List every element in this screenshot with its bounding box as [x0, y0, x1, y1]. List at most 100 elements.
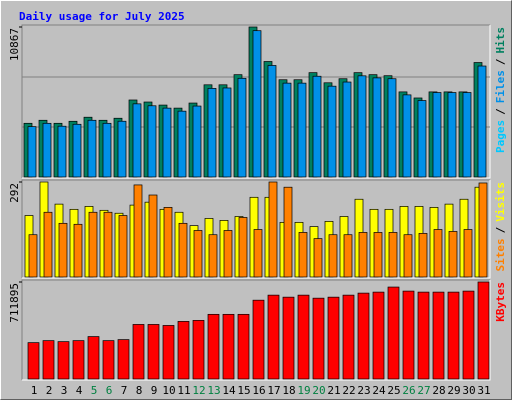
bar	[432, 92, 442, 178]
x-tick-label: 5	[91, 384, 98, 397]
x-tick-label: 29	[447, 384, 460, 397]
bar	[208, 234, 218, 278]
bar	[478, 182, 488, 278]
x-tick-label: 2	[46, 384, 53, 397]
bar	[327, 296, 340, 380]
bar	[417, 100, 427, 178]
x-tick-label: 20	[312, 384, 325, 397]
bar	[462, 92, 472, 178]
bar	[163, 207, 173, 278]
bar	[342, 294, 355, 380]
bar	[147, 324, 160, 380]
bar	[147, 105, 157, 178]
x-tick-label: 15	[237, 384, 250, 397]
bar	[222, 87, 232, 178]
bar	[447, 291, 460, 380]
panel-frame	[22, 180, 491, 279]
y-tick-label: 292	[8, 183, 21, 203]
legend-entry: Sites	[494, 238, 507, 271]
bar	[42, 340, 55, 380]
bar	[447, 92, 457, 178]
legend-entry: Hits	[494, 27, 507, 54]
bar	[477, 281, 490, 380]
x-tick-label: 24	[372, 384, 386, 397]
bar	[417, 291, 430, 380]
legend-entry: Pages	[494, 120, 507, 153]
x-tick-label: 28	[432, 384, 445, 397]
bar	[27, 126, 37, 178]
bar	[192, 105, 202, 178]
bar	[462, 290, 475, 380]
bar	[72, 340, 85, 380]
bar	[477, 65, 487, 178]
bar	[268, 181, 278, 278]
bar	[297, 294, 310, 380]
bar	[313, 238, 323, 278]
bar	[207, 313, 220, 380]
bar	[102, 340, 115, 380]
bar	[117, 120, 127, 178]
bar	[192, 320, 205, 380]
x-tick-label: 16	[252, 384, 265, 397]
bar	[282, 296, 295, 380]
x-tick-label: 1	[31, 384, 38, 397]
bar	[298, 232, 308, 278]
bar	[343, 234, 353, 278]
bar	[402, 290, 415, 380]
x-tick-label: 25	[387, 384, 400, 397]
bar	[177, 321, 190, 380]
separator: /	[494, 108, 507, 115]
bar	[253, 229, 263, 278]
bar	[223, 230, 233, 278]
bar	[387, 286, 400, 380]
bar	[418, 233, 428, 278]
bar	[388, 232, 398, 278]
bar	[448, 231, 458, 278]
bar	[58, 222, 68, 278]
legend-entry: Files	[494, 70, 507, 103]
x-tick-label: 4	[76, 384, 83, 397]
bar	[387, 78, 397, 178]
bar	[73, 223, 83, 278]
x-tick-label: 27	[417, 384, 430, 397]
y-tick-label: 711895	[8, 283, 21, 323]
x-tick-label: 13	[207, 384, 220, 397]
bar	[117, 339, 130, 380]
x-tick-label: 22	[342, 384, 355, 397]
chart-title: Daily usage for July 2025	[19, 10, 185, 23]
bar	[432, 291, 445, 380]
x-tick-label: 31	[477, 384, 490, 397]
bar	[178, 222, 188, 278]
bar	[267, 65, 277, 178]
axis-label: Pages / Files / Hits	[494, 27, 507, 153]
x-tick-label: 8	[136, 384, 143, 397]
bar	[57, 341, 70, 380]
bar	[222, 313, 235, 380]
x-tick-label: 17	[267, 384, 280, 397]
x-tick-label: 14	[222, 384, 236, 397]
legend-entry: KBytes	[494, 282, 507, 322]
bar	[312, 75, 322, 178]
bar	[283, 186, 293, 278]
bar	[87, 336, 100, 380]
x-tick-label: 23	[357, 384, 370, 397]
bar	[133, 184, 143, 278]
bar	[57, 125, 67, 178]
bar	[342, 81, 352, 178]
bar	[43, 211, 53, 278]
bar	[312, 297, 325, 380]
bar	[282, 82, 292, 178]
bar	[252, 299, 265, 380]
x-tick-label: 18	[282, 384, 295, 397]
bar	[193, 230, 203, 278]
x-tick-label: 26	[402, 384, 415, 397]
bar	[463, 229, 473, 278]
bar	[132, 324, 145, 380]
bar	[403, 234, 413, 278]
axis-label: Sites / Visits	[494, 182, 507, 272]
bar	[297, 82, 307, 178]
x-tick-label: 3	[61, 384, 68, 397]
bar	[102, 122, 112, 178]
